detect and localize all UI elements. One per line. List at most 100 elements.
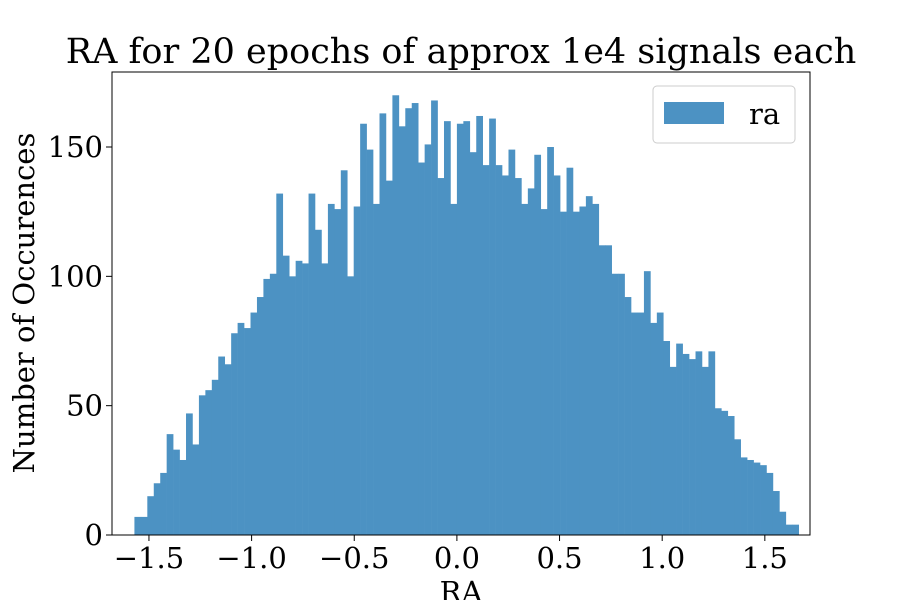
histogram-bar (592, 203, 600, 535)
histogram-bar (411, 103, 419, 535)
histogram-bar (714, 408, 722, 535)
histogram-bar (540, 209, 548, 535)
histogram-bar (637, 312, 645, 535)
x-tick-label: 1.0 (639, 541, 685, 575)
histogram-bar (495, 165, 503, 536)
histogram-bar (463, 121, 471, 535)
histogram-bar (482, 165, 490, 536)
histogram-bar (398, 126, 406, 536)
histogram-bar (669, 366, 677, 535)
histogram-bar (256, 297, 264, 535)
histogram-bar (173, 449, 180, 535)
histogram-bar (437, 178, 445, 535)
histogram-bar (727, 416, 735, 535)
histogram-bar (315, 229, 322, 536)
histogram-bar (785, 524, 793, 535)
histogram-bar (192, 444, 200, 535)
histogram-bar (424, 144, 432, 536)
y-tick-label: 100 (48, 259, 103, 293)
histogram-bar (334, 209, 342, 535)
histogram-bar (572, 211, 580, 536)
histogram-bar (650, 322, 658, 535)
histogram-bar (269, 273, 277, 535)
histogram-bar (347, 276, 355, 535)
histogram-bar (585, 196, 593, 535)
y-tick-label: 0 (85, 518, 103, 552)
histogram-bar (166, 434, 174, 535)
histogram-bar (579, 206, 587, 535)
legend-swatch (664, 102, 724, 124)
y-tick-label: 150 (48, 130, 103, 164)
histogram-bar (547, 147, 554, 535)
histogram-bar (695, 351, 703, 535)
y-axis-label: Number of Occurences (7, 133, 41, 474)
histogram-bar (244, 328, 251, 535)
histogram-bar (605, 245, 612, 535)
histogram-bar (250, 312, 258, 535)
histogram-bar (289, 276, 296, 535)
histogram-bar (179, 459, 187, 535)
histogram-bar (676, 343, 683, 535)
histogram-bar (721, 410, 729, 535)
histogram-bar (521, 203, 529, 535)
x-tick-label: −1.5 (114, 541, 184, 575)
histogram-bar (708, 351, 716, 535)
histogram-bar (134, 516, 142, 535)
bars-group (134, 95, 800, 536)
histogram-bar (643, 271, 651, 535)
histogram-bar (772, 491, 780, 535)
histogram-bar (205, 390, 213, 535)
histogram-bar (431, 100, 438, 535)
histogram-bar (514, 178, 522, 535)
histogram-bar (186, 413, 193, 535)
x-tick-label: 0.0 (434, 541, 480, 575)
histogram-bar (740, 457, 748, 535)
legend-label-ra: ra (749, 97, 780, 131)
histogram-bar (276, 193, 284, 536)
histogram-bar (282, 255, 290, 535)
histogram-bar (140, 516, 148, 535)
histogram-bar (508, 149, 516, 535)
histogram-bar (489, 118, 496, 536)
histogram-bar (682, 353, 690, 535)
histogram-bar (218, 356, 226, 535)
histogram-bar (456, 123, 464, 535)
histogram-bar (792, 524, 800, 535)
histogram-bar (689, 359, 696, 535)
histogram-bar (211, 379, 219, 535)
x-tick-label: 1.5 (742, 541, 788, 575)
histogram-bar (753, 462, 761, 535)
histogram-bar (734, 439, 741, 535)
histogram-bar (502, 175, 509, 535)
histogram-bar (295, 260, 303, 535)
histogram-bar (147, 496, 155, 535)
histogram-bar (443, 121, 451, 535)
histogram-bar (656, 312, 664, 535)
histogram-bar (476, 115, 483, 535)
histogram-bar (534, 154, 542, 536)
histogram-bar (321, 263, 329, 535)
histogram-bar (469, 152, 477, 535)
plot-frame (111, 71, 811, 536)
histogram-bar (611, 273, 619, 535)
histogram-bar (631, 312, 638, 535)
histogram-bar (618, 273, 625, 535)
histogram-bar (553, 175, 561, 535)
histogram-bar (340, 170, 348, 535)
histogram-bar (153, 483, 161, 535)
histogram-bar (760, 465, 767, 535)
histogram-bar (366, 149, 374, 535)
legend: ra (652, 85, 796, 144)
histogram-bar (237, 322, 245, 535)
histogram-bar (598, 245, 606, 535)
histogram-bar (392, 95, 400, 535)
histogram-bar (560, 211, 567, 536)
histogram-bar (663, 341, 671, 535)
histogram-bar (160, 472, 167, 535)
histogram-bar (450, 203, 458, 535)
histogram-bar (701, 366, 709, 535)
histogram-bar (766, 472, 774, 535)
histogram-bar (779, 511, 787, 535)
histogram-bar (385, 180, 393, 535)
